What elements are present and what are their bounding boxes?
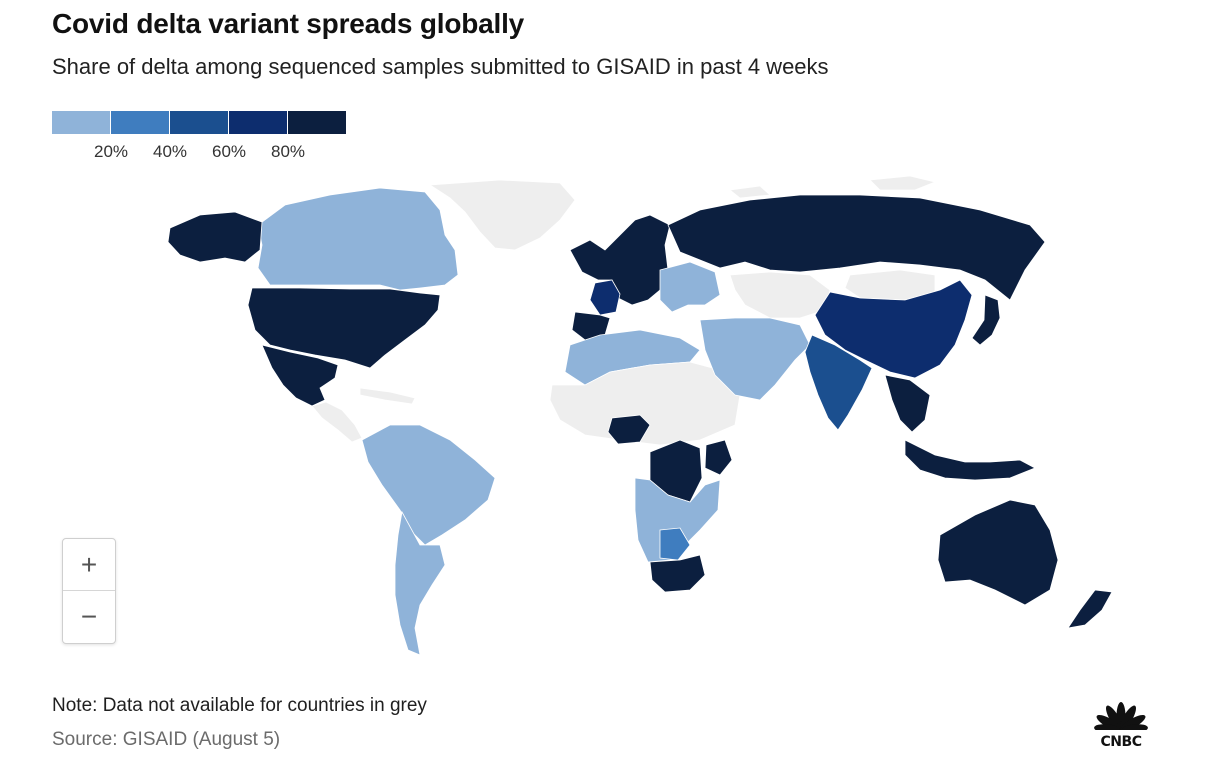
legend-color-bar	[52, 111, 347, 134]
region-southeast-asia[interactable]	[884, 374, 931, 433]
region-canada[interactable]	[257, 187, 459, 291]
region-middle-east[interactable]	[699, 317, 811, 401]
region-usa[interactable]	[247, 287, 441, 369]
region-nigeria[interactable]	[607, 414, 651, 445]
region-india[interactable]	[804, 334, 873, 431]
region-japan[interactable]	[971, 294, 1001, 346]
legend-swatch	[52, 111, 110, 134]
region-central-america-caribbean[interactable]	[428, 179, 576, 251]
footnote: Note: Data not available for countries i…	[52, 695, 427, 716]
legend-tick-label: 60%	[211, 142, 247, 161]
legend-swatch	[288, 111, 346, 134]
zoom-in-button[interactable]: +	[80, 548, 98, 580]
region-indonesia[interactable]	[904, 439, 1036, 481]
region-sahara-sahel[interactable]	[549, 361, 741, 446]
region-kenya[interactable]	[704, 439, 733, 476]
region-china[interactable]	[814, 279, 973, 379]
peacock-icon	[1088, 702, 1154, 734]
region-antarctic-arctic-islands[interactable]	[729, 175, 937, 199]
region-south-america-south[interactable]	[394, 510, 446, 656]
region-alaska[interactable]	[167, 211, 263, 263]
cnbc-logo-text: CNBC	[1100, 734, 1142, 750]
legend-swatch	[170, 111, 228, 134]
chart-title: Covid delta variant spreads globally	[52, 8, 525, 39]
region-new-zealand[interactable]	[1067, 589, 1113, 629]
region-russia[interactable]	[667, 194, 1046, 301]
region-greenland[interactable]	[311, 387, 416, 443]
region-south-africa[interactable]	[649, 554, 706, 593]
region-western-europe[interactable]	[569, 214, 671, 306]
region-botswana[interactable]	[659, 527, 691, 561]
chart-subtitle: Share of delta among sequenced samples s…	[52, 54, 829, 79]
legend-tick-label: 80%	[270, 142, 306, 161]
region-france[interactable]	[589, 279, 621, 316]
legend-tick-label: 40%	[152, 142, 188, 161]
region-mexico[interactable]	[261, 344, 339, 407]
legend-ticks: 20% 40% 60% 80%	[52, 142, 347, 162]
region-south-america-north[interactable]	[361, 424, 496, 546]
legend-tick-label: 20%	[93, 142, 129, 161]
legend-swatch	[111, 111, 169, 134]
world-map[interactable]	[0, 170, 1212, 670]
zoom-out-button[interactable]: −	[63, 590, 115, 642]
region-eastern-europe-balkans[interactable]	[659, 261, 721, 313]
source-note: Source: GISAID (August 5)	[52, 729, 281, 750]
zoom-control: + −	[62, 538, 116, 644]
legend-swatch	[229, 111, 287, 134]
cnbc-logo: CNBC	[1088, 700, 1154, 750]
color-legend: 20% 40% 60% 80%	[52, 111, 347, 162]
region-southern-africa[interactable]	[634, 477, 721, 563]
region-australia[interactable]	[937, 499, 1059, 606]
region-central-asia[interactable]	[729, 271, 831, 319]
